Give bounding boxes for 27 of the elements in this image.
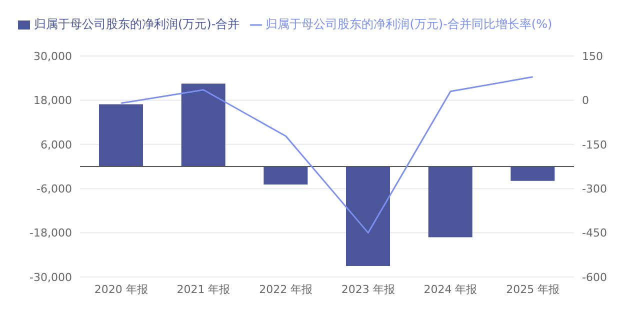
bar xyxy=(346,166,390,266)
x-tick-label: 2024 年报 xyxy=(424,282,478,296)
y-tick-label: 18,000 xyxy=(34,94,72,108)
legend-label: 归属于母公司股东的净利润(万元)-合并同比增长率(%) xyxy=(266,17,552,31)
y-tick-label: -18,000 xyxy=(30,226,72,240)
x-tick-label: 2022 年报 xyxy=(259,282,313,296)
y2-tick-label: -150 xyxy=(582,138,607,152)
x-tick-label: 2025 年报 xyxy=(506,282,560,296)
y2-tick-label: 150 xyxy=(582,50,603,63)
line-series xyxy=(120,76,534,234)
y2-tick-label: -600 xyxy=(582,270,607,284)
y-tick-label: 30,000 xyxy=(34,50,72,63)
bar xyxy=(428,166,472,238)
y-tick-label: -6,000 xyxy=(36,182,72,196)
y2-tick-label: -450 xyxy=(582,226,607,240)
y2-tick-label: -300 xyxy=(582,182,607,196)
y-tick-label: -30,000 xyxy=(30,270,72,284)
x-tick-label: 2021 年报 xyxy=(176,282,230,296)
legend-label: 归属于母公司股东的净利润(万元)-合并 xyxy=(34,17,240,31)
x-tick-label: 2020 年报 xyxy=(94,282,148,296)
y-tick-label: 6,000 xyxy=(40,138,72,152)
bar xyxy=(510,166,555,181)
bar xyxy=(264,166,308,185)
bar xyxy=(99,104,143,166)
bar xyxy=(181,84,226,166)
x-tick-label: 2023 年报 xyxy=(341,282,395,296)
y2-tick-label: 0 xyxy=(582,94,589,108)
